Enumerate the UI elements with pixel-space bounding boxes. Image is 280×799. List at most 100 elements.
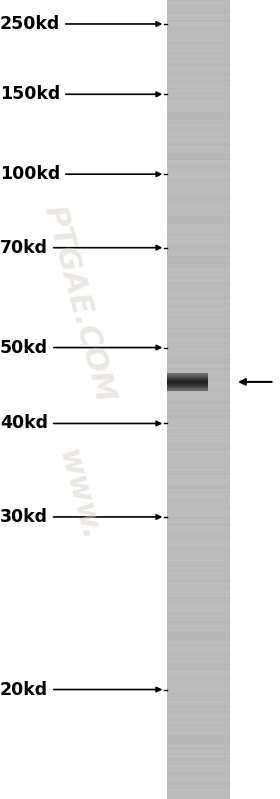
Bar (167, 569, 230, 571)
Bar (167, 747, 230, 749)
Bar (167, 593, 230, 595)
Bar (167, 249, 230, 252)
Bar (167, 74, 230, 76)
Bar (167, 609, 230, 611)
Text: www.: www. (52, 446, 104, 545)
Bar (167, 385, 230, 388)
Bar (167, 196, 230, 197)
Bar (167, 793, 230, 795)
Bar (167, 309, 230, 312)
Bar (167, 272, 230, 273)
Bar (167, 497, 230, 499)
Bar (167, 765, 230, 767)
Bar (167, 487, 230, 489)
Bar (167, 225, 230, 228)
Bar (167, 427, 230, 430)
Bar (167, 76, 230, 78)
Bar (167, 285, 230, 288)
Bar (167, 353, 230, 356)
Bar (167, 567, 230, 569)
Bar (167, 433, 230, 435)
Bar (167, 282, 230, 284)
Bar (167, 585, 230, 587)
Bar (167, 376, 230, 377)
Bar (167, 222, 230, 224)
Bar (167, 763, 230, 765)
Bar (167, 655, 230, 657)
Bar (167, 599, 230, 601)
Bar (167, 713, 230, 715)
Bar (167, 519, 230, 521)
Bar (167, 595, 230, 598)
Bar (167, 741, 230, 743)
Bar (167, 779, 230, 781)
Bar (167, 133, 230, 136)
Bar (167, 160, 230, 161)
Text: PTGAE.COM: PTGAE.COM (38, 202, 119, 405)
Text: 70kd: 70kd (0, 239, 160, 256)
Bar (167, 499, 230, 502)
Bar (167, 232, 230, 233)
Bar (167, 591, 230, 593)
Bar (167, 301, 230, 304)
Bar (167, 220, 230, 221)
Bar (167, 345, 230, 348)
Bar (167, 635, 230, 638)
Bar (167, 481, 230, 483)
Bar (167, 257, 230, 260)
Bar (167, 651, 230, 654)
Bar (167, 32, 230, 34)
Bar (167, 132, 230, 133)
Bar (167, 797, 230, 799)
Bar (167, 619, 230, 622)
Bar (167, 116, 230, 117)
Bar (167, 710, 230, 711)
Bar (167, 364, 230, 366)
Bar (167, 409, 230, 411)
Bar (167, 344, 230, 345)
Bar (167, 104, 230, 105)
Bar (167, 397, 230, 400)
Bar (167, 260, 230, 261)
Bar (167, 109, 230, 112)
Bar (167, 212, 230, 213)
Bar (167, 411, 230, 414)
Bar (167, 699, 230, 702)
Bar (167, 502, 230, 503)
Bar (167, 28, 230, 30)
Bar (167, 288, 230, 289)
Bar (167, 587, 230, 590)
Bar (167, 236, 230, 237)
Bar (167, 775, 230, 777)
Bar (167, 148, 230, 150)
Bar (167, 743, 230, 745)
Bar (167, 284, 230, 285)
Bar (167, 144, 230, 145)
Bar (167, 342, 230, 344)
Bar (167, 785, 230, 787)
Bar (167, 510, 230, 511)
Bar (167, 725, 230, 727)
Bar (167, 511, 230, 513)
Bar (167, 633, 230, 635)
Bar (167, 454, 230, 455)
Bar (167, 80, 230, 81)
Bar (167, 539, 230, 542)
Bar (167, 419, 230, 422)
Bar (167, 6, 230, 8)
Bar (167, 558, 230, 559)
Bar (167, 403, 230, 405)
Bar (167, 675, 230, 678)
Bar (167, 388, 230, 389)
Bar (167, 0, 230, 2)
Bar (167, 84, 230, 85)
Bar (167, 449, 230, 451)
Bar (167, 100, 230, 101)
Bar (167, 244, 230, 245)
Bar (167, 694, 230, 695)
Bar (167, 679, 230, 681)
Bar (167, 254, 230, 256)
Bar (167, 228, 230, 229)
Bar (167, 246, 230, 248)
Bar (167, 422, 230, 423)
